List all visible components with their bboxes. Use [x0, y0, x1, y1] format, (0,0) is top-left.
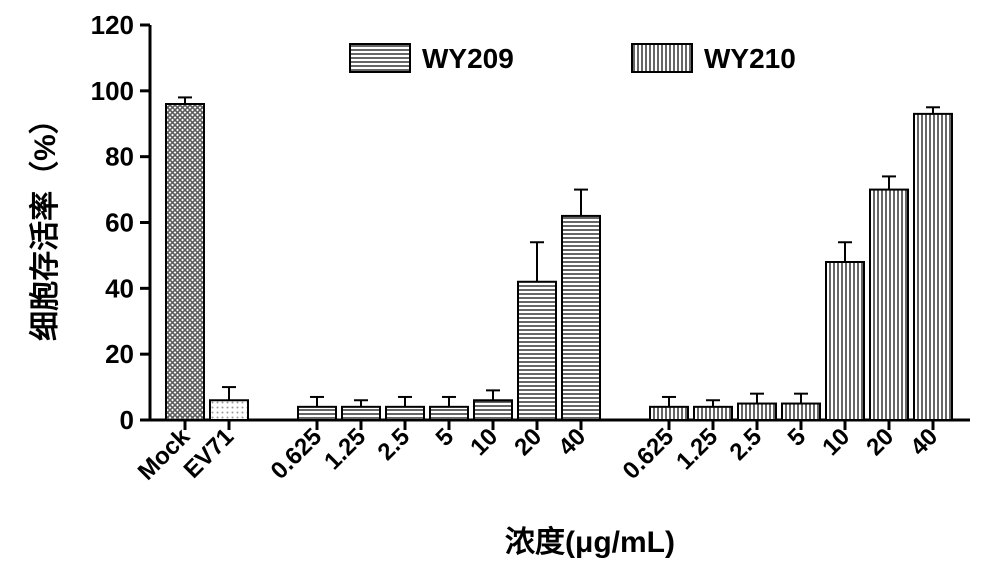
bar: [826, 262, 864, 420]
y-tick-label: 40: [105, 273, 134, 303]
bar: [870, 190, 908, 420]
legend-label: WY210: [704, 43, 796, 74]
bar: [650, 407, 688, 420]
x-tick-label: 1.25: [319, 423, 371, 475]
bar: [738, 404, 776, 420]
x-tick-label: 10: [465, 423, 503, 461]
y-tick-label: 120: [91, 10, 134, 40]
y-tick-label: 0: [120, 405, 134, 435]
x-tick-label: 20: [509, 423, 547, 461]
bar: [298, 407, 336, 420]
x-tick-label: 5: [783, 423, 812, 452]
y-tick-label: 20: [105, 339, 134, 369]
x-tick-label: 5: [431, 423, 460, 452]
y-tick-label: 80: [105, 142, 134, 172]
bar: [166, 104, 204, 420]
x-tick-label: 40: [905, 423, 943, 461]
x-axis-title: 浓度(μg/mL): [505, 526, 675, 559]
legend-swatch: [350, 44, 410, 72]
bar: [474, 400, 512, 420]
legend-swatch: [632, 44, 692, 72]
y-tick-label: 60: [105, 208, 134, 238]
x-tick-label: 40: [553, 423, 591, 461]
chart-svg: 020406080100120细胞存活率（%）MockEV710.6251.25…: [0, 0, 1000, 582]
bar: [694, 407, 732, 420]
bar: [210, 400, 248, 420]
bar: [342, 407, 380, 420]
x-tick-label: EV71: [179, 423, 240, 484]
bar: [386, 407, 424, 420]
bar: [430, 407, 468, 420]
bar: [914, 114, 952, 420]
bar-chart: 020406080100120细胞存活率（%）MockEV710.6251.25…: [0, 0, 1000, 582]
x-tick-label: 10: [817, 423, 855, 461]
x-tick-label: 2.5: [725, 423, 768, 466]
x-tick-label: Mock: [133, 423, 196, 486]
bar: [518, 282, 556, 420]
bar: [782, 404, 820, 420]
legend-label: WY209: [422, 43, 514, 74]
x-tick-label: 1.25: [671, 423, 723, 475]
y-tick-label: 100: [91, 76, 134, 106]
x-tick-label: 0.625: [618, 423, 680, 485]
x-tick-label: 20: [861, 423, 899, 461]
x-tick-label: 0.625: [266, 423, 328, 485]
x-tick-label: 2.5: [373, 423, 416, 466]
bar: [562, 216, 600, 420]
y-axis-title: 细胞存活率（%）: [28, 104, 62, 341]
